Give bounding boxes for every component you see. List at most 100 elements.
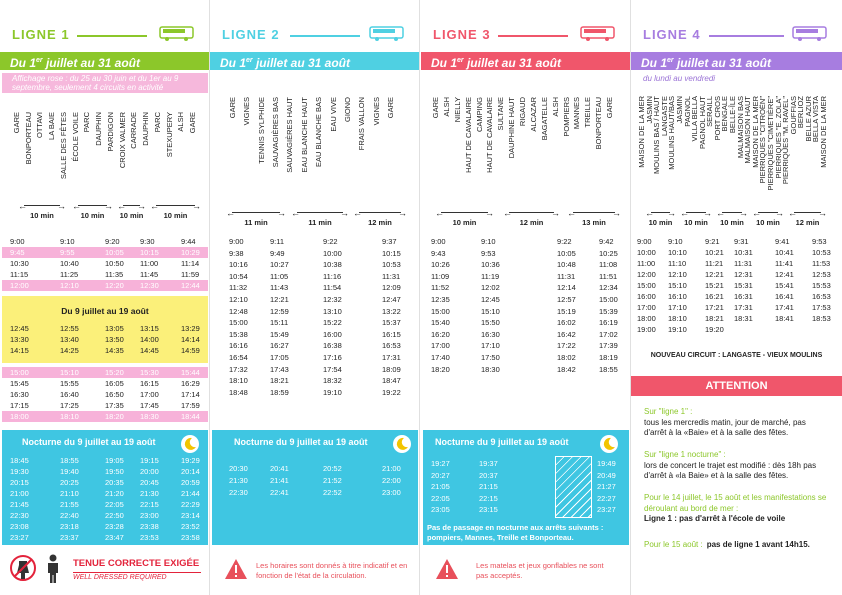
time-cell: 9:44 bbox=[181, 237, 196, 246]
night-time-row: 23:27 23:37 23:47 23:53 23:58 bbox=[0, 532, 209, 543]
stop-name: ÉCOLE VOILE bbox=[70, 112, 80, 162]
time-cell: 18:20 bbox=[105, 412, 124, 421]
time-row: 15:38 15:49 16:00 16:15 bbox=[210, 329, 419, 340]
time-cell: 14:25 bbox=[60, 346, 79, 355]
time-cell: 12:31 bbox=[734, 270, 753, 279]
time-cell: 16:15 bbox=[140, 379, 159, 388]
time-cell: 9:00 bbox=[10, 237, 25, 246]
night-time-row: 19:30 19:40 19:50 20:00 20:14 bbox=[0, 466, 209, 477]
time-row: 11:15 11:25 11:35 11:45 11:59 bbox=[0, 269, 209, 280]
time-row: 10:30 10:40 10:50 11:00 11:14 bbox=[0, 258, 209, 269]
time-cell: 10:16 bbox=[229, 260, 248, 270]
time-cell: 11:35 bbox=[105, 270, 124, 279]
arrow-right-icon: → bbox=[340, 208, 349, 218]
time-cell: 14:14 bbox=[181, 335, 200, 344]
time-row: 17:32 17:43 17:54 18:09 bbox=[210, 364, 419, 375]
segment-duration: 10 min bbox=[163, 211, 188, 220]
time-cell: 12:35 bbox=[431, 295, 450, 304]
time-cell: 17:43 bbox=[270, 364, 289, 374]
time-cell: 10:05 bbox=[557, 248, 576, 258]
stop-name: STEXUPERY bbox=[164, 112, 174, 158]
segment-duration: 10 min bbox=[452, 218, 477, 227]
line-4-dates: Du 1er juillet au 31 août bbox=[631, 52, 842, 70]
stop-name: FRAIS VALLON bbox=[357, 97, 367, 151]
time-cell: 10:31 bbox=[734, 248, 753, 257]
time-cell: 22:05 bbox=[105, 500, 124, 509]
time-cell: 17:15 bbox=[10, 401, 29, 410]
time-cell: 20:59 bbox=[181, 478, 200, 487]
time-cell: 15:31 bbox=[734, 281, 753, 290]
stop-name: ALSH bbox=[441, 97, 451, 117]
time-cell: 21:05 bbox=[431, 482, 450, 492]
time-row: 12:35 12:45 12:57 15:00 bbox=[421, 294, 630, 305]
time-row: 18:00 18:10 18:20 18:30 18:44 bbox=[2, 411, 208, 422]
time-cell: 10:00 bbox=[323, 248, 342, 258]
line-2-title: LIGNE 2 bbox=[222, 27, 280, 42]
attention-body: pas de ligne 1 avant 14h15. bbox=[706, 540, 810, 549]
stop-name: RIGAUD bbox=[518, 97, 527, 127]
segment-line bbox=[156, 205, 195, 206]
time-row: 9:00 9:10 9:22 9:42 bbox=[421, 236, 630, 247]
time-cell: 10:05 bbox=[105, 248, 124, 257]
time-cell: 21:52 bbox=[323, 476, 342, 485]
time-cell: 10:15 bbox=[140, 248, 159, 257]
time-cell: 9:45 bbox=[10, 248, 25, 257]
time-cell: 12:32 bbox=[323, 295, 342, 304]
time-cell: 11:21 bbox=[705, 259, 724, 268]
time-row: 15:00 15:11 15:22 15:37 bbox=[210, 317, 419, 328]
arrow-left-icon: ← bbox=[72, 201, 81, 211]
time-cell: 11:31 bbox=[382, 271, 401, 281]
time-cell: 15:00 bbox=[599, 295, 618, 304]
time-cell: 20:52 bbox=[323, 464, 342, 473]
night-time-row: 22:30 22:41 22:52 23:00 bbox=[210, 487, 419, 498]
special-period-title: Du 9 juillet au 19 août bbox=[61, 306, 149, 316]
time-cell: 10:53 bbox=[382, 260, 401, 270]
bus-icon bbox=[369, 26, 404, 41]
arrow-right-icon: → bbox=[485, 208, 494, 218]
time-cell: 16:31 bbox=[734, 292, 753, 301]
time-cell: 15:30 bbox=[140, 368, 159, 377]
time-row: 13:30 13:40 13:50 14:00 14:14 bbox=[0, 334, 209, 345]
stop-name: GIONO bbox=[342, 97, 352, 123]
line-2-dates: Du 1er juillet au 31 août bbox=[210, 52, 419, 70]
time-cell: 9:43 bbox=[431, 248, 446, 258]
time-cell: 16:30 bbox=[481, 329, 500, 339]
stop-name: CROIX VALMER bbox=[117, 112, 127, 169]
time-cell: 19:27 bbox=[431, 459, 450, 468]
time-cell: 9:30 bbox=[140, 237, 155, 246]
time-cell: 11:08 bbox=[599, 260, 618, 270]
time-cell: 12:14 bbox=[557, 283, 576, 293]
time-cell: 17:22 bbox=[557, 341, 576, 351]
time-cell: 18:47 bbox=[382, 376, 401, 386]
time-cell: 21:41 bbox=[270, 476, 289, 485]
time-cell: 22:00 bbox=[382, 476, 401, 485]
time-cell: 18:53 bbox=[812, 314, 831, 323]
time-cell: 16:27 bbox=[270, 341, 289, 351]
time-cell: 19:50 bbox=[105, 467, 124, 476]
time-cell: 20:14 bbox=[181, 467, 200, 476]
bus-icon bbox=[792, 26, 827, 41]
segment-line bbox=[359, 212, 401, 213]
line-3-rule bbox=[498, 35, 568, 37]
time-cell: 9:22 bbox=[557, 237, 572, 246]
time-cell: 23:27 bbox=[597, 505, 616, 515]
time-cell: 21:00 bbox=[382, 464, 401, 473]
arrow-left-icon: ← bbox=[567, 208, 576, 218]
time-cell: 11:59 bbox=[181, 270, 200, 279]
time-cell: 9:22 bbox=[323, 237, 338, 246]
time-cell: 9:00 bbox=[229, 237, 244, 246]
time-cell: 11:51 bbox=[599, 271, 618, 281]
arrow-left-icon: ← bbox=[150, 201, 159, 211]
segment-duration: 10 min bbox=[119, 211, 144, 220]
time-cell: 19:30 bbox=[10, 467, 29, 476]
moon-icon bbox=[600, 435, 618, 453]
time-cell: 11:31 bbox=[557, 271, 576, 281]
time-cell: 16:40 bbox=[60, 390, 79, 399]
time-cell: 13:05 bbox=[105, 324, 124, 333]
time-cell: 18:44 bbox=[181, 412, 200, 421]
time-row: 10:00 10:10 10:21 10:31 10:41 10:53 bbox=[631, 247, 842, 258]
time-cell: 12:34 bbox=[599, 283, 618, 293]
time-cell: 19:29 bbox=[181, 456, 200, 465]
arrow-left-icon: ← bbox=[435, 208, 444, 218]
time-row: 17:00 17:10 17:22 17:39 bbox=[421, 340, 630, 351]
